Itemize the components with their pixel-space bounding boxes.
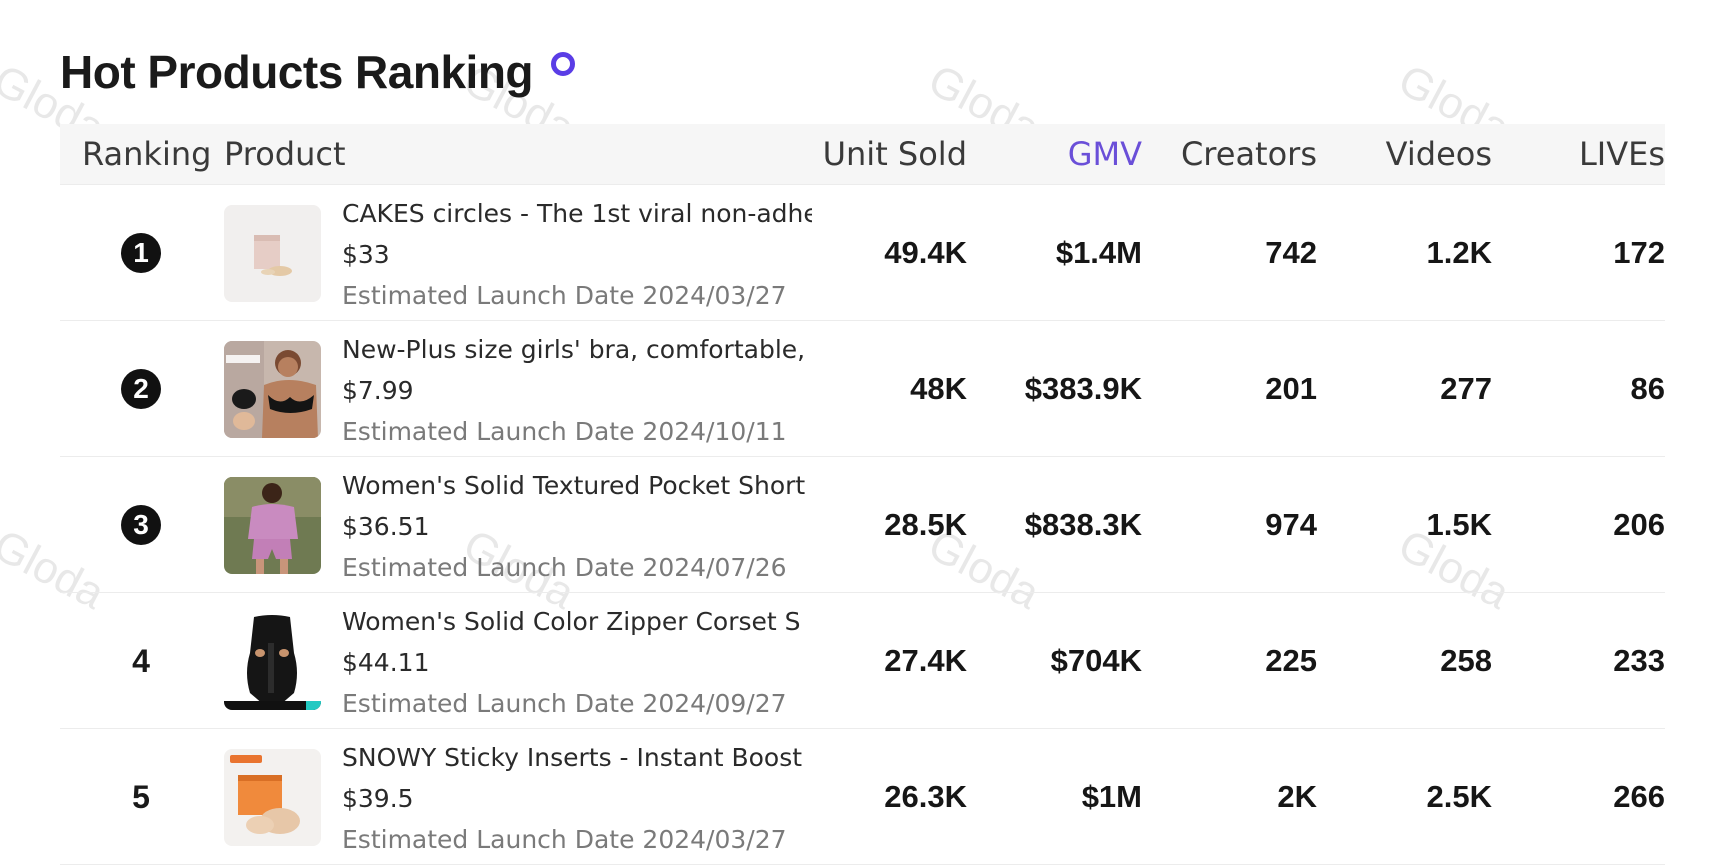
product-price: $7.99 xyxy=(342,376,414,405)
column-header-unit-sold[interactable]: Unit Sold xyxy=(822,135,967,173)
unit-sold-value: 49.4K xyxy=(884,235,967,270)
unit-sold-value: 28.5K xyxy=(884,507,967,542)
info-icon[interactable] xyxy=(551,52,576,76)
page-title: Hot Products Ranking xyxy=(60,46,534,98)
product-name[interactable]: New-Plus size girls' bra, comfortable, xyxy=(342,335,806,364)
column-header-lives[interactable]: LIVEs xyxy=(1578,135,1665,173)
gmv-value: $838.3K xyxy=(1024,507,1142,542)
product-name[interactable]: SNOWY Sticky Inserts - Instant Boost xyxy=(342,743,803,772)
creators-value: 2K xyxy=(1277,779,1317,814)
column-header-ranking[interactable]: Ranking xyxy=(82,135,212,173)
column-header-product[interactable]: Product xyxy=(224,135,346,173)
product-name[interactable]: Women's Solid Color Zipper Corset S xyxy=(342,607,801,636)
videos-value: 2.5K xyxy=(1426,779,1492,814)
ranking-table: Ranking Product Unit Sold GMV Creators V… xyxy=(60,124,1665,865)
rank-badge: 3 xyxy=(121,505,161,545)
creators-value: 201 xyxy=(1265,371,1317,406)
lives-value: 86 xyxy=(1630,371,1665,406)
lives-value: 266 xyxy=(1613,779,1665,814)
table-row[interactable]: 5 SNOWY Sticky Inserts - Instant Boost $… xyxy=(60,729,1665,865)
unit-sold-value: 27.4K xyxy=(884,643,967,678)
product-name[interactable]: CAKES circles - The 1st viral non-adhe xyxy=(342,199,812,228)
product-price: $39.5 xyxy=(342,784,414,813)
rank-number: 4 xyxy=(132,643,150,679)
creators-value: 742 xyxy=(1265,235,1317,270)
section-header: Hot Products Ranking xyxy=(60,42,576,102)
creators-value: 225 xyxy=(1265,643,1317,678)
videos-value: 1.5K xyxy=(1426,507,1492,542)
lives-value: 172 xyxy=(1613,235,1665,270)
product-thumbnail[interactable] xyxy=(224,341,321,438)
table-row[interactable]: 1 CAKES circles - The 1st viral non-adhe… xyxy=(60,185,1665,321)
gmv-value: $383.9K xyxy=(1024,371,1142,406)
column-header-videos[interactable]: Videos xyxy=(1385,135,1492,173)
lives-value: 233 xyxy=(1613,643,1665,678)
product-thumbnail[interactable] xyxy=(224,749,321,846)
launch-date: Estimated Launch Date 2024/07/26 xyxy=(342,553,787,582)
product-name[interactable]: Women's Solid Textured Pocket Short xyxy=(342,471,806,500)
column-header-creators[interactable]: Creators xyxy=(1180,135,1317,173)
table-row[interactable]: 2 New-Plus size girls' bra, comfortable,… xyxy=(60,321,1665,457)
table-header: Ranking Product Unit Sold GMV Creators V… xyxy=(60,124,1665,185)
launch-date: Estimated Launch Date 2024/10/11 xyxy=(342,417,787,446)
product-thumbnail[interactable] xyxy=(224,477,321,574)
creators-value: 974 xyxy=(1265,507,1317,542)
product-price: $36.51 xyxy=(342,512,430,541)
rank-number: 5 xyxy=(132,779,150,815)
table-row[interactable]: 4 Women's Solid Color Zipper Corset S $4… xyxy=(60,593,1665,729)
videos-value: 258 xyxy=(1440,643,1492,678)
gmv-value: $1.4M xyxy=(1055,235,1142,270)
launch-date: Estimated Launch Date 2024/03/27 xyxy=(342,281,787,310)
product-price: $33 xyxy=(342,240,390,269)
column-header-gmv[interactable]: GMV xyxy=(1067,135,1142,173)
table-row[interactable]: 3 Women's Solid Textured Pocket Short $3… xyxy=(60,457,1665,593)
product-thumbnail[interactable] xyxy=(224,205,321,302)
gmv-value: $1M xyxy=(1081,779,1142,814)
lives-value: 206 xyxy=(1613,507,1665,542)
unit-sold-value: 48K xyxy=(910,371,967,406)
product-thumbnail[interactable] xyxy=(224,613,321,710)
unit-sold-value: 26.3K xyxy=(884,779,967,814)
product-price: $44.11 xyxy=(342,648,430,677)
rank-badge: 2 xyxy=(121,369,161,409)
launch-date: Estimated Launch Date 2024/03/27 xyxy=(342,825,787,854)
launch-date: Estimated Launch Date 2024/09/27 xyxy=(342,689,787,718)
rank-badge: 1 xyxy=(121,233,161,273)
videos-value: 1.2K xyxy=(1426,235,1492,270)
videos-value: 277 xyxy=(1440,371,1492,406)
gmv-value: $704K xyxy=(1050,643,1142,678)
